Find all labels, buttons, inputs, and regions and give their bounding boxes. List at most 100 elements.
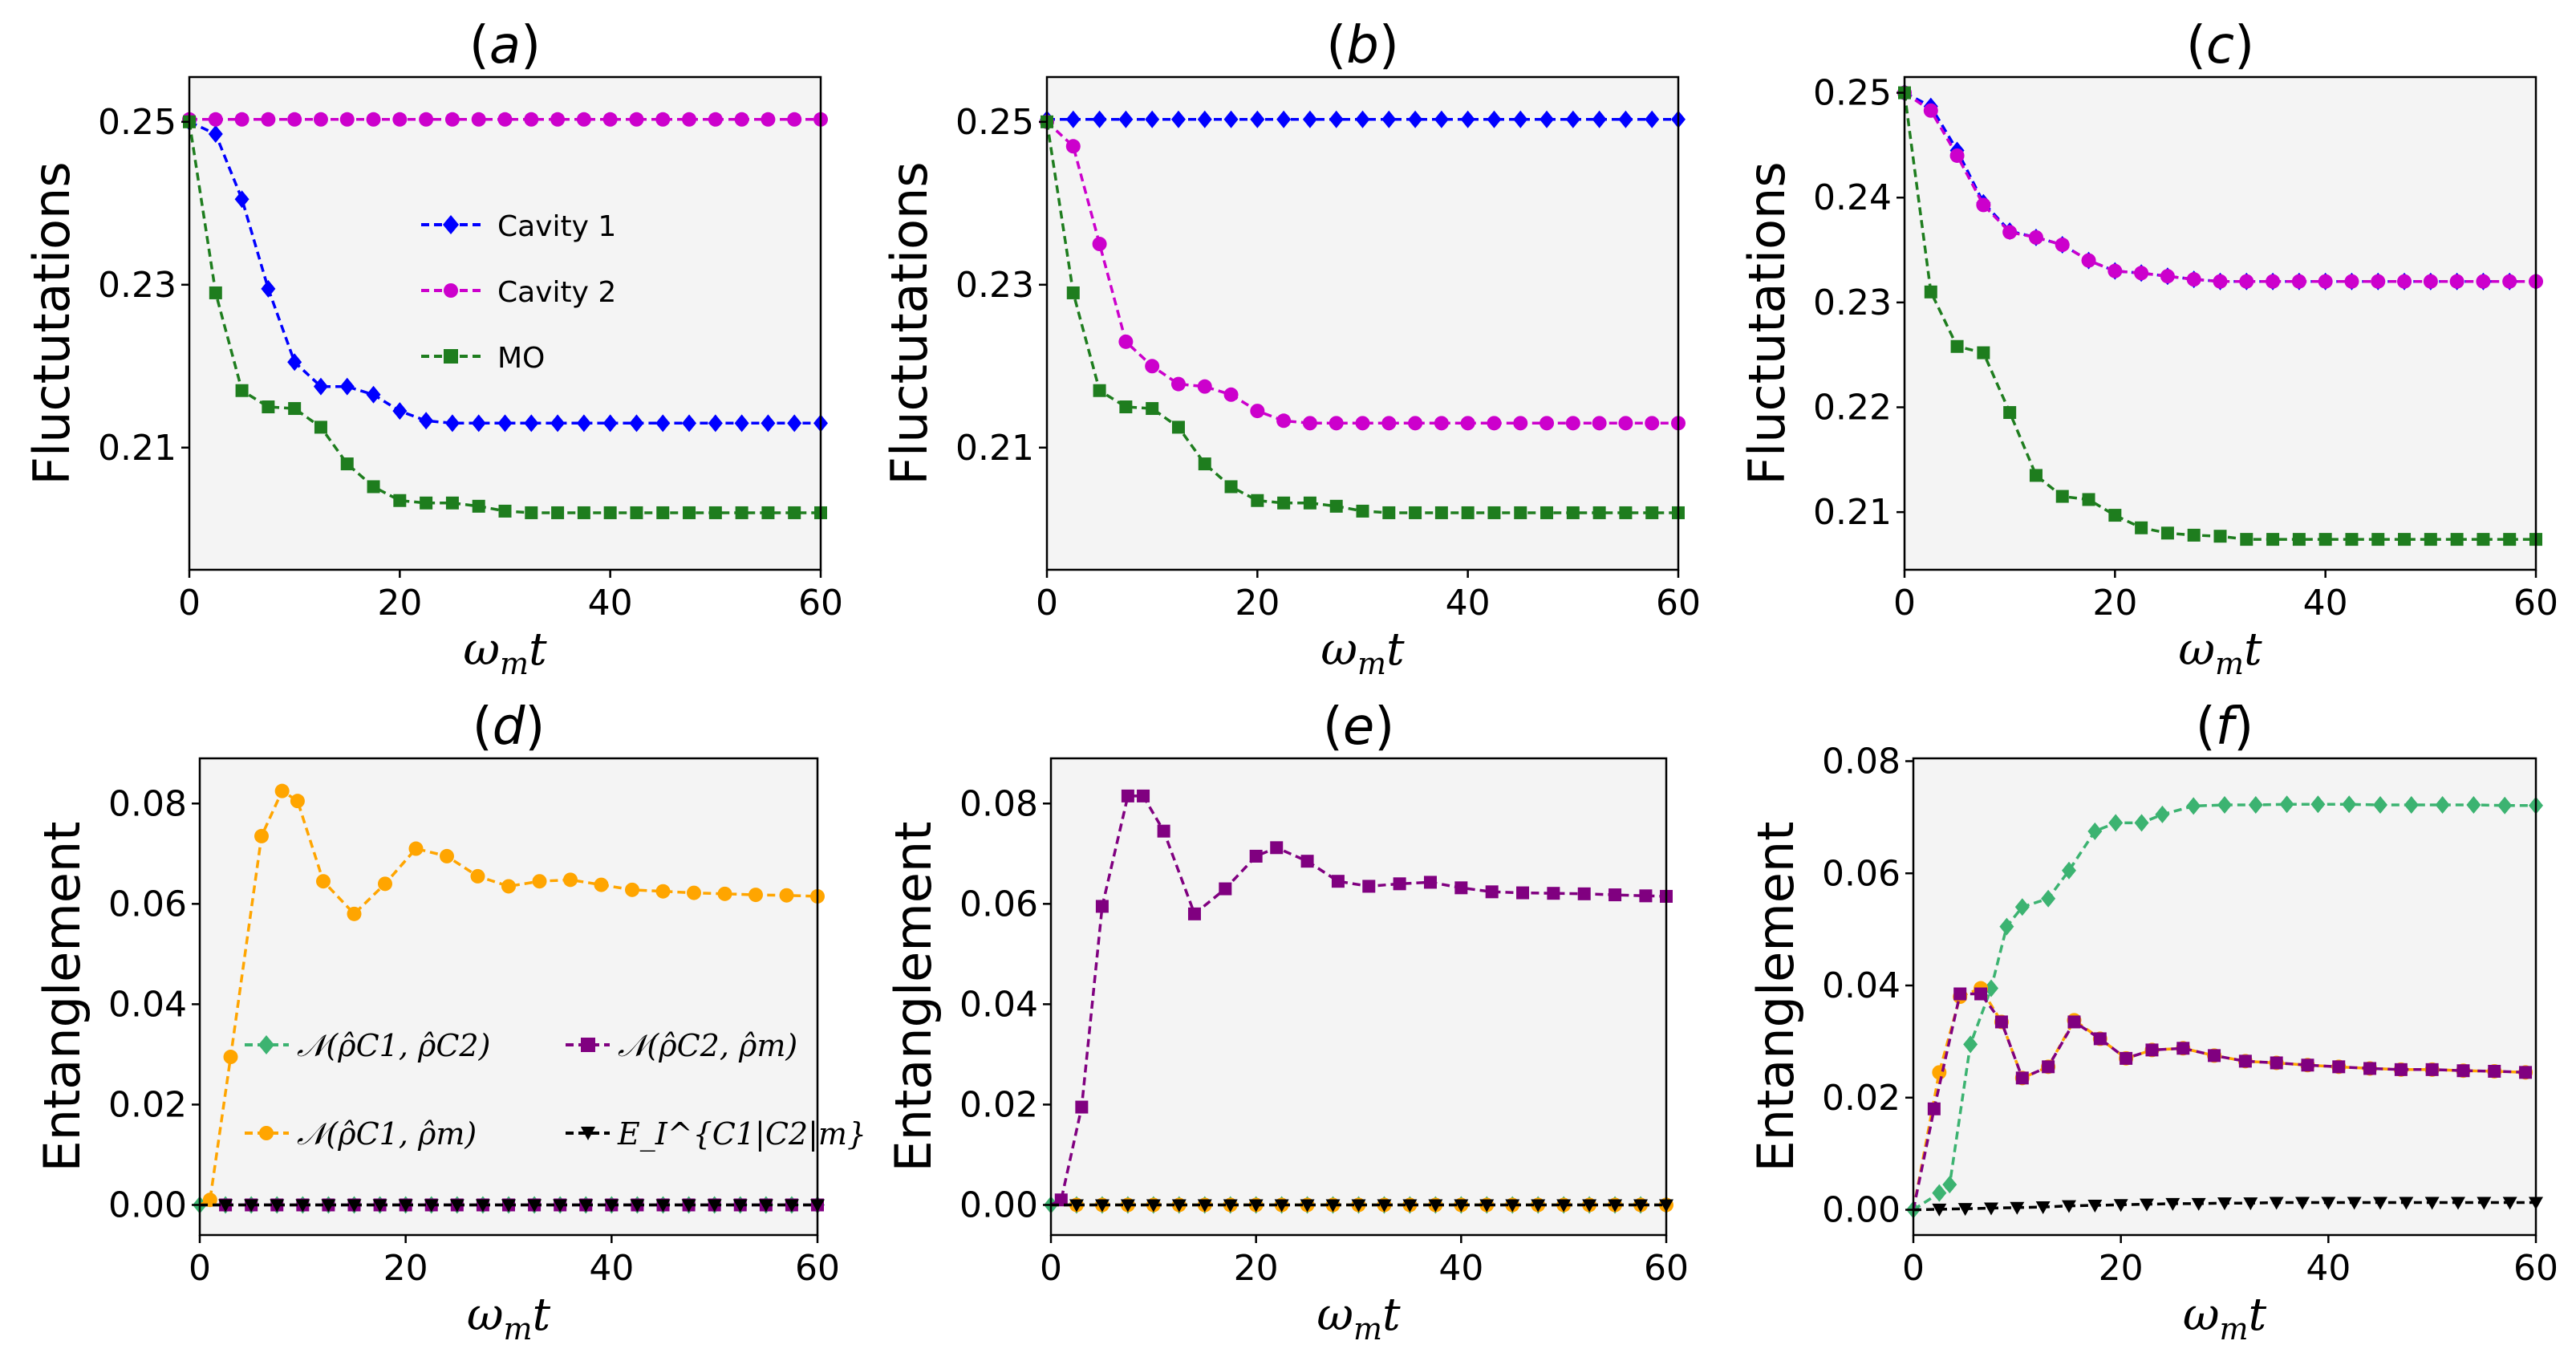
- axes-frame-e: [1049, 757, 1668, 1237]
- data-point-d-2-3: [254, 828, 269, 843]
- data-point-a-2-9: [420, 496, 433, 510]
- data-point-a-1-2: [234, 112, 249, 127]
- data-point-a-2-6: [340, 457, 354, 471]
- series-d-2: [199, 783, 825, 1208]
- data-point-c-1-13: [2239, 274, 2254, 289]
- y-tick-label-f-4: 0.08: [1822, 741, 1901, 782]
- data-point-a-2-23: [788, 506, 801, 519]
- data-point-f-2-21: [2488, 1064, 2501, 1078]
- y-tick-label-c-4: 0.25: [1813, 73, 1892, 114]
- data-point-f-2-13: [2238, 1054, 2252, 1068]
- data-point-b-2-23: [1645, 506, 1659, 519]
- data-point-d-2-8: [378, 876, 392, 892]
- data-point-b-1-12: [1355, 416, 1370, 431]
- data-point-d-3-15: [578, 1199, 594, 1213]
- data-point-a-0-18: [655, 414, 671, 433]
- data-point-f-0-15: [2248, 796, 2263, 815]
- data-point-e-3-18: [1505, 1199, 1520, 1213]
- data-point-c-2-13: [2240, 533, 2253, 546]
- data-point-d-2-9: [408, 841, 424, 856]
- data-point-b-2-13: [1382, 506, 1396, 519]
- data-point-a-1-20: [708, 112, 723, 127]
- data-point-e-3-23: [1633, 1199, 1649, 1213]
- data-point-f-0-9: [2087, 822, 2103, 840]
- data-point-f-0-21: [2435, 796, 2450, 815]
- data-point-a-1-19: [682, 112, 697, 127]
- data-point-d-2-20: [748, 888, 763, 903]
- data-point-d-2-10: [440, 848, 454, 863]
- y-tick-label-b-0: 0.21: [955, 428, 1034, 469]
- data-point-b-0-22: [1618, 110, 1633, 128]
- data-point-e-2-2: [1075, 1100, 1089, 1114]
- data-point-d-2-1: [202, 1193, 217, 1208]
- data-point-e-3-7: [1223, 1199, 1238, 1213]
- data-point-f-0-17: [2310, 795, 2326, 814]
- data-point-a-2-22: [761, 506, 775, 519]
- axes-frame-b: [1045, 75, 1680, 571]
- axes-frame-a: [188, 75, 822, 571]
- data-point-a-2-8: [393, 494, 407, 507]
- data-point-a-2-2: [235, 384, 249, 397]
- data-point-b-0-3: [1118, 110, 1134, 128]
- data-point-b-2-5: [1171, 421, 1185, 434]
- data-point-a-1-8: [392, 112, 408, 127]
- y-tick-label-e-0: 0.00: [959, 1184, 1038, 1225]
- data-point-c-1-16: [2318, 274, 2333, 289]
- data-point-b-1-7: [1223, 387, 1239, 402]
- data-point-c-1-17: [2344, 274, 2359, 289]
- data-point-e-2-18: [1516, 886, 1530, 900]
- data-point-a-0-2: [234, 190, 249, 209]
- data-point-e-3-10: [1300, 1199, 1315, 1213]
- data-point-d-3-3: [270, 1199, 285, 1213]
- data-point-c-1-2: [1949, 148, 1965, 163]
- data-point-e-3-17: [1479, 1199, 1495, 1213]
- legend-marker-n-c2m: [581, 1038, 595, 1052]
- data-point-a-0-21: [734, 414, 749, 433]
- data-point-b-0-13: [1381, 110, 1397, 128]
- data-point-f-2-20: [2456, 1064, 2470, 1078]
- data-point-b-1-13: [1381, 416, 1397, 431]
- data-point-a-0-22: [761, 414, 776, 433]
- data-point-a-0-11: [471, 414, 486, 433]
- data-point-e-3-1: [1069, 1199, 1084, 1213]
- data-point-f-3-1: [1932, 1203, 1947, 1217]
- data-point-a-1-7: [366, 112, 381, 127]
- legend-marker-cavity1: [443, 215, 459, 234]
- y-tick-label-d-2: 0.04: [108, 984, 187, 1025]
- x-axis-label-e: ωmt: [1316, 1289, 1401, 1347]
- data-point-d-3-5: [321, 1199, 336, 1213]
- data-point-b-0-5: [1170, 110, 1186, 128]
- data-point-f-2-3: [1974, 987, 1988, 1001]
- data-point-f-2-22: [2519, 1066, 2533, 1079]
- data-point-a-1-3: [261, 112, 276, 127]
- data-point-e-2-5: [1137, 789, 1150, 802]
- data-point-b-0-1: [1065, 110, 1081, 128]
- data-point-e-3-3: [1120, 1199, 1135, 1213]
- y-tick-label-f-1: 0.02: [1822, 1078, 1901, 1119]
- legend-entry-el: E_I^{C1|C2|m}: [566, 1116, 866, 1152]
- data-point-c-2-17: [2345, 533, 2359, 546]
- data-point-d-3-16: [604, 1199, 619, 1213]
- data-point-b-2-21: [1592, 506, 1606, 519]
- data-point-f-2-14: [2270, 1056, 2283, 1070]
- data-point-c-2-4: [2003, 406, 2017, 420]
- data-point-e-2-9: [1249, 849, 1263, 863]
- data-point-d-2-4: [274, 783, 290, 798]
- data-point-a-0-5: [313, 377, 328, 396]
- data-point-a-0-10: [444, 414, 460, 433]
- data-point-b-0-16: [1460, 110, 1475, 128]
- data-point-d-2-14: [563, 872, 578, 888]
- data-point-a-1-12: [497, 112, 513, 127]
- legend-label-mo: MO: [497, 342, 545, 375]
- data-point-d-2-11: [470, 868, 485, 884]
- data-point-f-0-14: [2217, 796, 2232, 815]
- data-point-c-2-8: [2108, 509, 2122, 522]
- series-f-3: [1913, 1197, 2543, 1217]
- series-b-1: [1040, 114, 1686, 431]
- data-point-a-1-4: [287, 112, 302, 127]
- data-point-d-3-21: [732, 1199, 748, 1213]
- data-point-b-1-8: [1250, 404, 1265, 419]
- data-point-e-2-14: [1393, 877, 1406, 891]
- data-point-d-3-9: [424, 1199, 439, 1213]
- data-point-b-2-22: [1619, 506, 1633, 519]
